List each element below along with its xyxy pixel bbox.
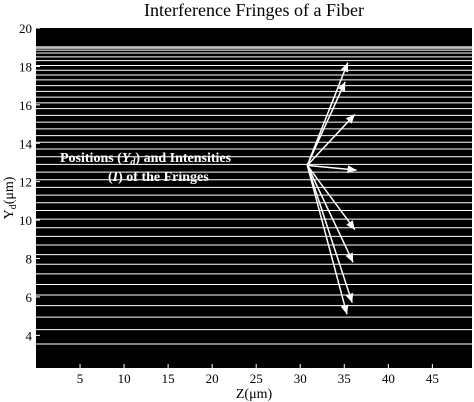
arrow-head <box>345 252 354 263</box>
x-tick-label: 25 <box>250 371 263 386</box>
chart-title: Interference Fringes of a Fiber <box>144 0 364 20</box>
y-axis-ticks: 4 6 8 10 12 14 16 18 20 <box>19 21 40 343</box>
x-tick-label: 35 <box>338 371 351 386</box>
fringe-lines <box>36 46 472 345</box>
y-axis-label-var: Y <box>2 209 17 219</box>
annotation-line-2-open: ( <box>108 170 113 185</box>
x-tick-label: 15 <box>162 371 175 386</box>
y-tick-label: 12 <box>19 175 32 190</box>
annotation-line-1-var: Y <box>122 151 132 166</box>
annotation-line-2-var: I <box>112 170 119 185</box>
annotation-arrow <box>306 81 346 166</box>
arrow-head <box>340 62 349 73</box>
arrow-head <box>345 114 355 124</box>
y-tick-label: 20 <box>19 21 32 36</box>
x-axis-ticks: 5 10 15 20 25 30 35 40 45 <box>77 364 439 386</box>
x-tick-label: 40 <box>382 371 395 386</box>
arrow-head <box>340 304 349 315</box>
x-axis-label: Z(μm) <box>236 387 273 402</box>
plot-area <box>36 28 472 368</box>
annotation-line-1-sub: d <box>130 157 136 168</box>
annotation-line-2: (I) of the Fringes <box>108 170 209 185</box>
x-tick-label: 5 <box>77 371 84 386</box>
y-axis-label-sub: d <box>8 204 19 209</box>
annotation-arrow <box>306 165 354 263</box>
x-tick-label: 45 <box>426 371 439 386</box>
x-tick-label: 20 <box>206 371 219 386</box>
y-tick-label: 4 <box>26 328 33 343</box>
y-tick-label: 8 <box>26 252 33 267</box>
annotation: Positions (Yd) and Intensities (I) of th… <box>60 62 357 315</box>
annotation-arrow <box>306 165 348 315</box>
y-tick-label: 10 <box>19 213 32 228</box>
annotation-arrow <box>306 165 353 303</box>
arrow-head <box>337 81 346 92</box>
y-tick-label: 16 <box>19 98 33 113</box>
annotation-arrow <box>306 62 349 166</box>
annotation-line-2-suffix: ) of the Fringes <box>118 170 209 185</box>
x-tick-label: 10 <box>118 371 131 386</box>
arrow-head <box>345 292 354 303</box>
annotation-arrows <box>306 62 357 315</box>
annotation-arrow <box>306 113 356 166</box>
annotation-line-1-suffix: ) and Intensities <box>135 151 231 166</box>
annotation-line-1: Positions (Yd) and Intensities <box>60 151 232 168</box>
annotation-arrow <box>306 164 356 231</box>
y-tick-label: 18 <box>19 59 32 74</box>
y-axis-label: Yd(μm) <box>2 176 19 219</box>
y-tick-label: 6 <box>26 290 33 305</box>
arrow-head <box>347 165 357 174</box>
arrow-head <box>346 220 355 230</box>
annotation-line-1-prefix: Positions ( <box>60 151 122 166</box>
x-tick-label: 30 <box>294 371 307 386</box>
y-axis-label-unit: (μm) <box>2 176 17 204</box>
y-tick-label: 14 <box>19 136 33 151</box>
